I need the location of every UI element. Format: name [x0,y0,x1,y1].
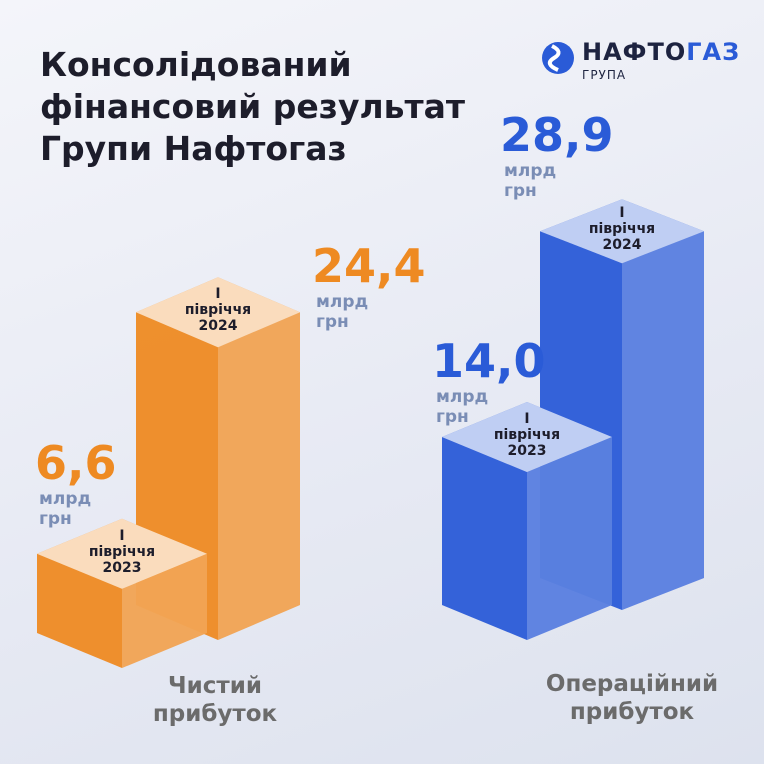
title-line: фінансовий результат [40,87,466,126]
unit-label: млрд грн [39,488,92,529]
logo-icon-wave [547,44,561,72]
chart-title: Консолідований фінансовий результат Груп… [40,44,465,170]
bar-left-face [442,437,527,640]
logo-name: НАФТОГАЗ [582,38,740,66]
bar-shade [622,231,704,610]
bar-top-shade [37,518,207,589]
value-label: 14,0 [432,334,546,388]
bar-top-shade [540,199,704,264]
logo-subtitle: ГРУПА [582,68,627,82]
bar-right-face [622,231,704,610]
bar-shade [218,312,300,640]
title-line: Консолідований [40,45,352,84]
bar-left-face [37,553,122,668]
category-label: Чистий прибуток [152,673,278,727]
bar-shade [122,553,207,668]
logo-part: ГАЗ [686,38,741,66]
bar-series-label: І півріччя 2023 [493,411,561,459]
bar-right-face [122,553,207,668]
bar-right-face [527,437,612,640]
category-label: Операційний прибуток [545,671,719,725]
bar-series-label: І півріччя 2024 [588,205,656,254]
bar-right-face [218,312,300,640]
logo-part: НАФТО [582,38,687,66]
bar-shade [527,437,612,640]
unit-label: млрд грн [316,292,369,333]
title-line: Групи Нафтогаз [40,129,347,168]
bar-top-shade [442,402,612,472]
bar-top-shade [136,277,300,348]
unit-label: млрд грн [504,161,557,202]
value-label: 6,6 [35,435,117,490]
unit-label: млрд грн [436,387,489,427]
bar-series-label: І півріччя 2024 [184,286,252,335]
value-label: 24,4 [312,239,426,294]
value-label: 28,9 [500,108,614,163]
bar-series-label: І півріччя 2023 [88,527,156,576]
